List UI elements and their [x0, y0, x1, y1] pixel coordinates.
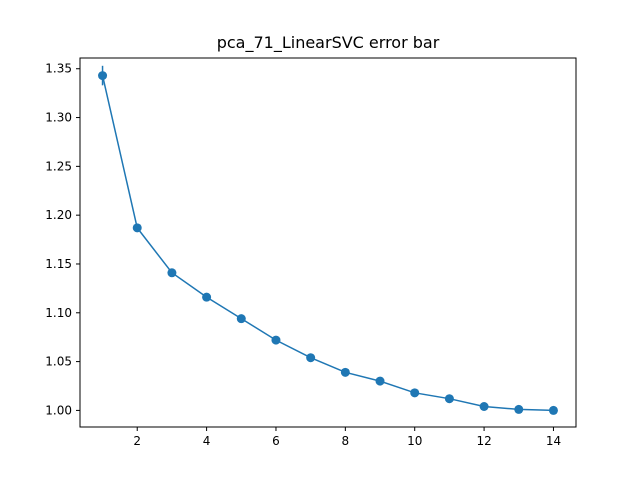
data-point [236, 314, 246, 324]
x-tick-label: 12 [476, 434, 491, 448]
data-point [202, 292, 212, 302]
x-tick-label: 6 [272, 434, 280, 448]
x-tick-label: 14 [546, 434, 561, 448]
plot-background [80, 58, 576, 427]
series-markers [98, 71, 558, 415]
data-point [98, 71, 108, 81]
y-tick-label: 1.00 [45, 403, 72, 417]
x-tick-label: 10 [407, 434, 422, 448]
data-point [444, 394, 454, 404]
y-tick-label: 1.30 [45, 111, 72, 125]
data-point [306, 353, 316, 363]
x-tick-label: 2 [133, 434, 141, 448]
y-tick-label: 1.05 [45, 355, 72, 369]
y-axis: 1.00 1.05 1.10 1.15 1.20 1.25 1.30 1.35 [45, 62, 80, 417]
data-point [548, 405, 558, 415]
data-point [375, 376, 385, 386]
chart-title: pca_71_LinearSVC error bar [216, 33, 440, 52]
data-point [340, 367, 350, 377]
x-axis: 2 4 6 8 10 12 14 [133, 427, 561, 448]
y-tick-label: 1.25 [45, 159, 72, 173]
y-tick-label: 1.10 [45, 306, 72, 320]
data-point [167, 268, 177, 278]
plot-frame [79, 57, 577, 428]
y-tick-label: 1.20 [45, 208, 72, 222]
series-line [101, 75, 554, 412]
y-tick-label: 1.35 [45, 62, 72, 76]
data-point [271, 335, 281, 345]
x-tick-label: 8 [342, 434, 350, 448]
data-point [410, 388, 420, 398]
x-tick-label: 4 [203, 434, 211, 448]
data-point [479, 402, 489, 411]
data-point [514, 404, 524, 414]
data-point [132, 223, 142, 233]
y-tick-label: 1.15 [45, 257, 72, 271]
